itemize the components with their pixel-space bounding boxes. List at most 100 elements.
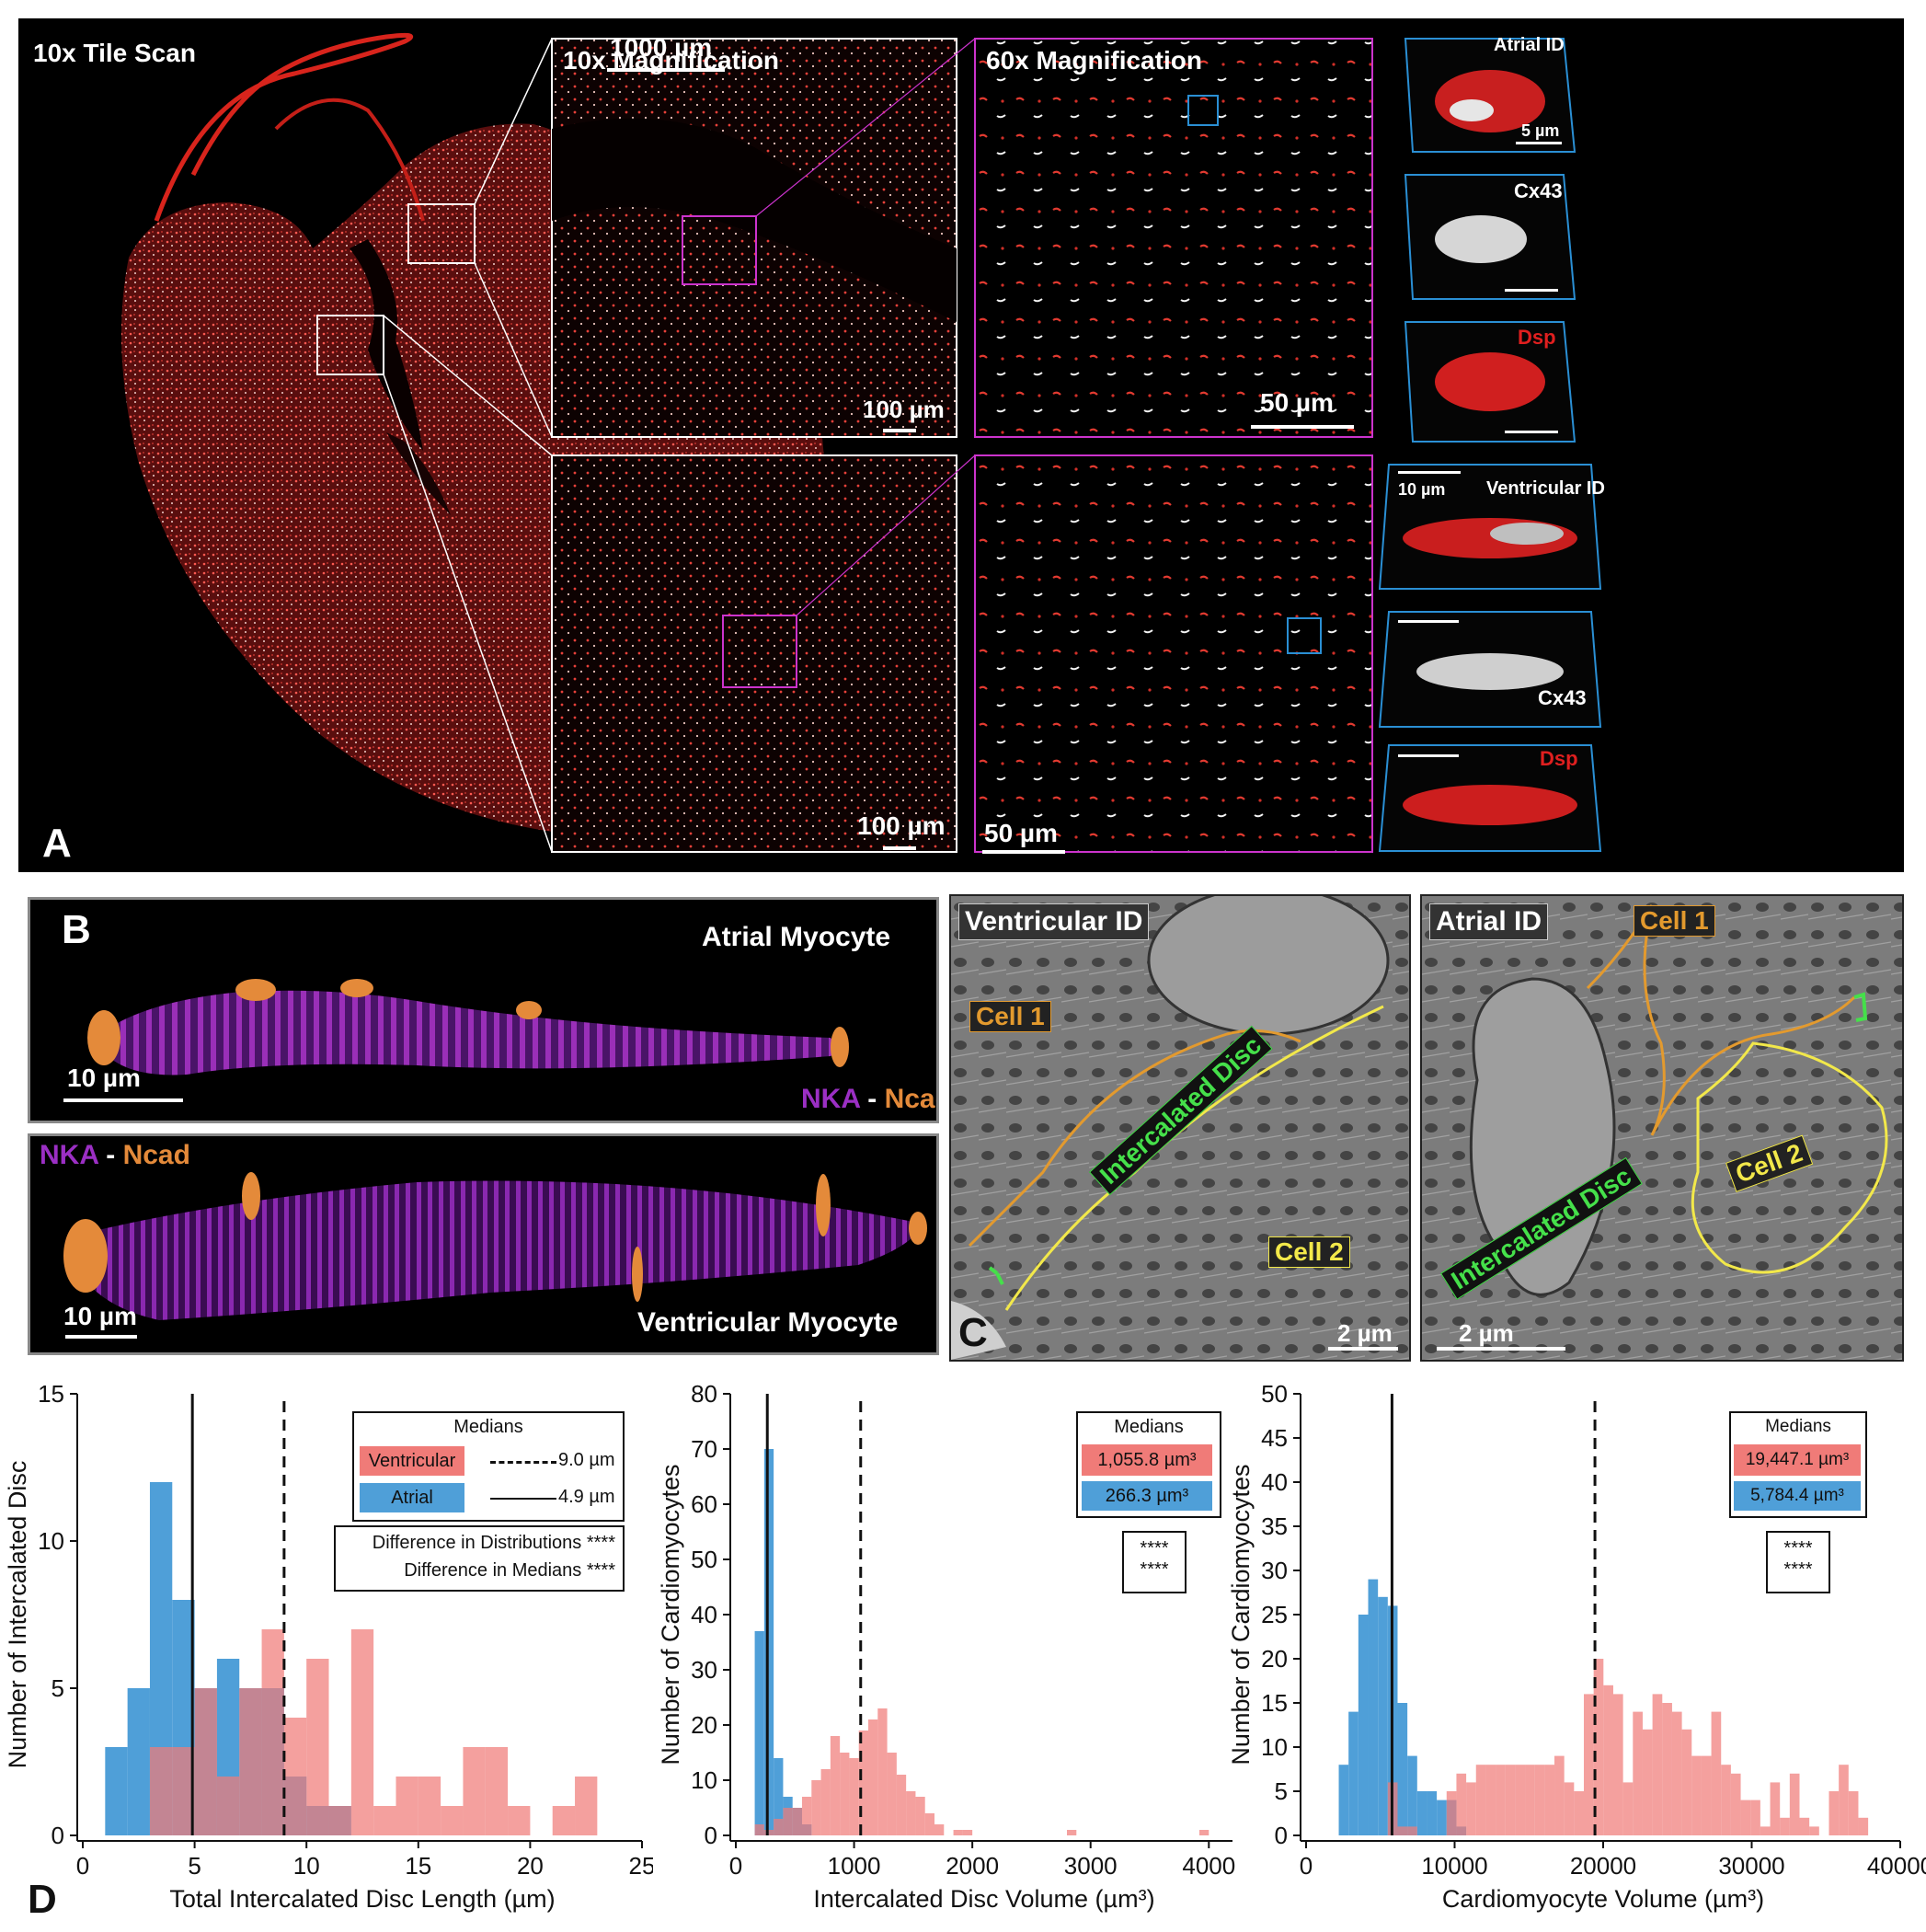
x-tick-label: 0 xyxy=(1300,1852,1313,1880)
dsp-bottom-label: Dsp xyxy=(1540,747,1578,770)
stats2-stars1: **** xyxy=(1140,1538,1169,1558)
ncad-label-2: Ncad xyxy=(122,1140,190,1170)
chamber-gap xyxy=(350,239,423,451)
ventricular-bar xyxy=(858,1731,868,1835)
ventricular-bar xyxy=(1789,1773,1800,1835)
ventricular-bar xyxy=(953,1830,963,1835)
ventricular-bar xyxy=(887,1753,897,1835)
stats3-stars1: **** xyxy=(1783,1538,1813,1558)
ventricular-bar xyxy=(1799,1817,1810,1835)
ventricular-bar xyxy=(934,1824,945,1835)
dash-label: - xyxy=(867,1084,877,1114)
legend-atrial-value: 4.9 µm xyxy=(558,1487,615,1507)
nka-label-2: NKA xyxy=(40,1140,98,1170)
ventricular-bar xyxy=(149,1747,173,1835)
x-axis-label: Intercalated Disc Volume (µm³) xyxy=(813,1885,1154,1913)
ventricular-bar xyxy=(1721,1765,1731,1835)
ventricular-bar xyxy=(1829,1791,1840,1835)
ventricular-bar xyxy=(1593,1659,1604,1835)
atrial-myocyte-scale-label: 10 µm xyxy=(67,1064,141,1092)
atrial-legend: NKA - Ncad xyxy=(801,1084,936,1115)
panel-a-letter: A xyxy=(42,821,72,866)
legend-disc-volume: Medians 1,055.8 µm³ 266.3 µm³ xyxy=(1076,1411,1221,1518)
y-axis-label: Number of Cardiomyocytes xyxy=(657,1464,684,1765)
atrial-bar xyxy=(1416,1791,1427,1835)
ventricular-bar xyxy=(1730,1773,1741,1835)
atrial-bar xyxy=(763,1449,774,1835)
zoom-box-atrial xyxy=(407,203,476,264)
legend-dashed-line xyxy=(490,1461,556,1464)
ventricular-legend: NKA - Ncad xyxy=(40,1140,190,1171)
ventricular-bar xyxy=(802,1797,812,1835)
x-axis-label: Cardiomyocyte Volume (µm³) xyxy=(1442,1885,1764,1913)
ventricular-bar xyxy=(350,1629,374,1835)
atrial-bar xyxy=(1407,1755,1417,1835)
chart-disc-volume: 0 1000 2000 3000 4000 0 10 20 30 40 50 60 70 80 Interc… xyxy=(657,1380,1235,1913)
atrial-bar xyxy=(754,1631,764,1835)
ventricular-bar xyxy=(1848,1791,1859,1835)
y-tick-label: 35 xyxy=(1261,1512,1288,1540)
ventricular-bar xyxy=(830,1736,841,1835)
ventricular-bar xyxy=(1740,1800,1751,1835)
legend-disc-length: Medians Ventricular 9.0 µm Atrial 4.9 µm xyxy=(352,1411,625,1522)
ventricular-bar xyxy=(1809,1826,1819,1835)
x-tick-label: 5 xyxy=(188,1852,201,1880)
legend2-atrial: 266.3 µm³ xyxy=(1082,1481,1212,1511)
cx43-bottom-scale-bar xyxy=(1398,620,1459,623)
ventricular-bar xyxy=(849,1758,859,1835)
panel-c-ventricular: Ventricular ID Cell 1 Intercalated Disc … xyxy=(949,894,1411,1362)
ventricular-bar xyxy=(172,1747,195,1835)
mag10-bottom xyxy=(551,454,957,853)
mag60-top-scale-bar xyxy=(1251,425,1354,429)
ventricular-bar xyxy=(463,1747,486,1835)
stats-median-text: Difference in Medians **** xyxy=(404,1560,615,1581)
atrial-bar xyxy=(1358,1615,1369,1835)
ventricular-bar xyxy=(1475,1765,1486,1835)
ventricular-bar xyxy=(1622,1782,1634,1835)
ventricular-bar xyxy=(1485,1765,1496,1835)
legend-title: Medians xyxy=(453,1417,523,1437)
mag10-bottom-scale-bar xyxy=(883,846,916,850)
y-tick-label: 10 xyxy=(691,1766,717,1794)
ventricular-bar xyxy=(1199,1830,1209,1835)
x-tick-label: 25 xyxy=(629,1852,653,1880)
ventricular-bar xyxy=(1603,1685,1613,1835)
legend-ventricular-value: 9.0 µm xyxy=(558,1450,615,1470)
ventricular-bar xyxy=(783,1808,793,1835)
atrial-bar xyxy=(774,1758,784,1835)
y-tick-label: 0 xyxy=(52,1822,64,1849)
atrial-bar xyxy=(1368,1579,1379,1835)
ventricular-id-scale-label: 10 µm xyxy=(1398,480,1446,499)
panel-b-atrial: B Atrial Myocyte 10 µm NKA - Ncad xyxy=(28,897,939,1123)
ventricular-bar xyxy=(1642,1729,1653,1835)
ventricular-bar xyxy=(1564,1782,1575,1835)
ventricular-id-em-title: Ventricular ID xyxy=(958,903,1150,940)
y-tick-label: 20 xyxy=(691,1711,717,1739)
ventricular-bar xyxy=(915,1797,925,1835)
ventricular-myocyte-title: Ventricular Myocyte xyxy=(637,1307,899,1338)
chart-disc-length: 0 5 10 15 20 25 0 5 10 15 Total Intercalated Disc … xyxy=(4,1380,653,1913)
ventricular-bar xyxy=(261,1629,284,1835)
x-tick-label: 10000 xyxy=(1421,1852,1487,1880)
atrial-bar xyxy=(105,1747,128,1835)
legend-cardiomyocyte-volume: Medians 19,447.1 µm³ 5,784.4 µm³ xyxy=(1729,1411,1867,1518)
mag60-top-scale-label: 50 µm xyxy=(1260,388,1334,417)
y-tick-label: 25 xyxy=(1261,1601,1288,1628)
ventricular-myocyte-image xyxy=(63,1172,927,1320)
ventricular-bar xyxy=(774,1819,784,1835)
ventricular-bar xyxy=(754,1824,764,1835)
ventricular-bar xyxy=(792,1808,802,1835)
mag10-top-scale-label: 100 µm xyxy=(863,396,945,423)
ventricular-id-scale-bar xyxy=(1398,471,1461,474)
panel-d-letter: D xyxy=(28,1877,57,1922)
vessel-top xyxy=(154,32,414,222)
ventricular-bar xyxy=(1525,1765,1535,1835)
ventricular-bar xyxy=(1067,1830,1077,1835)
y-tick-label: 15 xyxy=(1261,1689,1288,1717)
ventricular-bar xyxy=(1554,1755,1565,1835)
ventricular-bar xyxy=(906,1791,916,1835)
atrial-bar xyxy=(1348,1711,1359,1835)
x-tick-label: 10 xyxy=(293,1852,320,1880)
ventricular-cell2-label: Cell 2 xyxy=(1268,1236,1350,1268)
